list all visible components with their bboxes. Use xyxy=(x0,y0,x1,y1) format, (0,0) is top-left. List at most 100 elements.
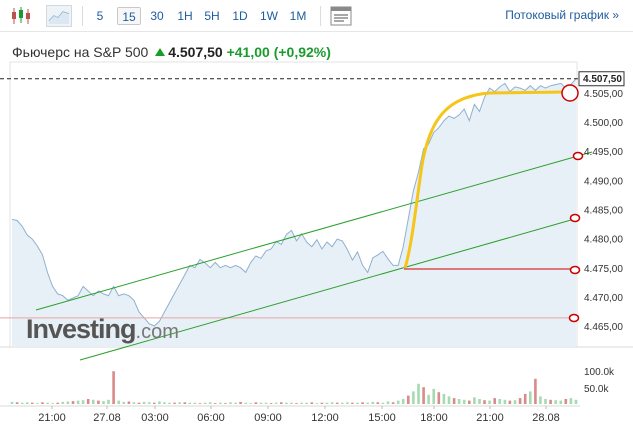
volume-bar xyxy=(396,400,400,404)
volume-bar xyxy=(36,403,39,404)
x-tick-label: 18:00 xyxy=(420,412,448,424)
volume-bar xyxy=(498,399,502,404)
streaming-chart-link[interactable]: Потоковый график » xyxy=(505,8,619,22)
y-tick-label: 4.470,00 xyxy=(584,293,623,304)
x-tick-label: 06:00 xyxy=(197,412,225,424)
timeframe-5[interactable]: 5 xyxy=(96,9,104,23)
timeframe-1w[interactable]: 1W xyxy=(260,9,278,23)
volume-bars xyxy=(10,371,578,404)
volume-bar xyxy=(285,402,288,404)
x-tick-label: 21:00 xyxy=(38,412,66,424)
volume-bar xyxy=(305,402,308,404)
timeframe-1h[interactable]: 1H xyxy=(177,9,193,23)
volume-bar xyxy=(325,402,329,404)
volume-bar xyxy=(102,401,105,404)
volume-bar xyxy=(422,387,425,404)
y-tick-label: 4.505,00 xyxy=(584,89,623,100)
last-price-marker xyxy=(561,84,579,102)
volume-bar xyxy=(92,399,95,404)
volume-bar xyxy=(41,402,44,404)
volume-bar xyxy=(381,402,385,404)
toolbar-divider xyxy=(82,6,83,26)
time-axis: 21:00 27.08 03:00 06:00 09:00 12:00 15:00 18:00… xyxy=(38,406,560,424)
volume-bar xyxy=(51,403,54,404)
volume-bar xyxy=(529,391,532,404)
volume-axis: 100.0k 50.0k xyxy=(584,367,615,395)
volume-bar xyxy=(457,399,461,404)
volume-bar xyxy=(229,402,232,404)
price-area-fill xyxy=(12,78,576,347)
volume-bar xyxy=(315,403,319,404)
volume-bar xyxy=(447,396,451,404)
volume-bar xyxy=(564,399,568,404)
x-tick-label: 12:00 xyxy=(311,412,339,424)
investing-logo: Investing.com xyxy=(26,314,179,345)
area-chart-icon[interactable] xyxy=(46,5,72,27)
instrument-name: Фьючерс на S&P 500 xyxy=(12,44,149,60)
volume-bar xyxy=(163,402,166,404)
volume-bar xyxy=(142,401,146,404)
volume-bar xyxy=(407,395,410,404)
edge-marker xyxy=(569,265,581,275)
volume-bar xyxy=(147,402,151,404)
x-tick-label: 09:00 xyxy=(254,412,282,424)
y-tick-label: 4.475,00 xyxy=(584,264,623,275)
toolbar-divider xyxy=(320,6,321,26)
price-change-percent: (+0,92%) xyxy=(273,44,331,60)
up-arrow-icon xyxy=(155,48,166,56)
user-drawings xyxy=(35,84,593,361)
volume-bar xyxy=(386,401,390,404)
last-price: 4.507,50 xyxy=(168,44,223,60)
timeframe-1d[interactable]: 1D xyxy=(232,9,248,23)
volume-bar xyxy=(203,402,207,404)
volume-bar xyxy=(20,402,24,404)
volume-bar xyxy=(249,403,253,404)
volume-bar xyxy=(264,402,268,404)
chart-toolbar: 5 15 30 1H 5H 1D 1W 1M Потоковый график … xyxy=(0,0,633,32)
horizontal-lines xyxy=(0,78,578,319)
volume-bar xyxy=(503,399,507,404)
volume-bar xyxy=(356,402,359,404)
volume-bar xyxy=(137,402,141,404)
volume-bar xyxy=(427,394,430,404)
volume-bar xyxy=(213,403,217,404)
volume-bar xyxy=(46,402,49,404)
timeframe-30[interactable]: 30 xyxy=(150,9,164,23)
volume-bar xyxy=(31,402,34,404)
volume-bar xyxy=(442,393,446,404)
volume-bar xyxy=(518,398,522,404)
volume-bar xyxy=(153,402,156,404)
volume-bar xyxy=(569,398,573,404)
volume-bar xyxy=(478,399,481,404)
candlestick-icon[interactable] xyxy=(8,5,34,27)
x-tick-label: 15:00 xyxy=(368,412,396,424)
volume-bar xyxy=(310,402,314,404)
volume-bar xyxy=(295,403,298,404)
volume-bar xyxy=(274,402,278,404)
volume-bar xyxy=(97,400,100,404)
volume-bar xyxy=(76,400,80,404)
price-line xyxy=(11,78,577,327)
volume-bar xyxy=(539,396,542,404)
volume-bar xyxy=(361,402,364,404)
timeframe-5h[interactable]: 5H xyxy=(204,9,220,23)
volume-bar xyxy=(346,402,349,404)
volume-bar xyxy=(366,402,369,404)
volume-bar xyxy=(300,402,303,404)
volume-tick-label: 50.0k xyxy=(584,384,609,395)
edge-marker xyxy=(569,213,581,223)
timeframe-15[interactable]: 15 xyxy=(117,7,141,25)
volume-bar xyxy=(86,399,90,404)
volume-bar xyxy=(224,403,227,404)
last-price-axis-label: 4.507,50 xyxy=(583,74,622,85)
x-tick-label: 27.08 xyxy=(93,412,121,424)
volume-bar xyxy=(15,402,19,404)
indicators-icon[interactable] xyxy=(328,5,354,27)
trendline-upper xyxy=(35,151,593,311)
timeframe-1m[interactable]: 1M xyxy=(289,9,307,23)
volume-bar xyxy=(493,398,496,404)
volume-bar xyxy=(280,402,283,404)
quote-header: Фьючерс на S&P 500 4.507,50 +41,00 (+0,9… xyxy=(12,44,331,60)
volume-bar xyxy=(254,402,258,404)
